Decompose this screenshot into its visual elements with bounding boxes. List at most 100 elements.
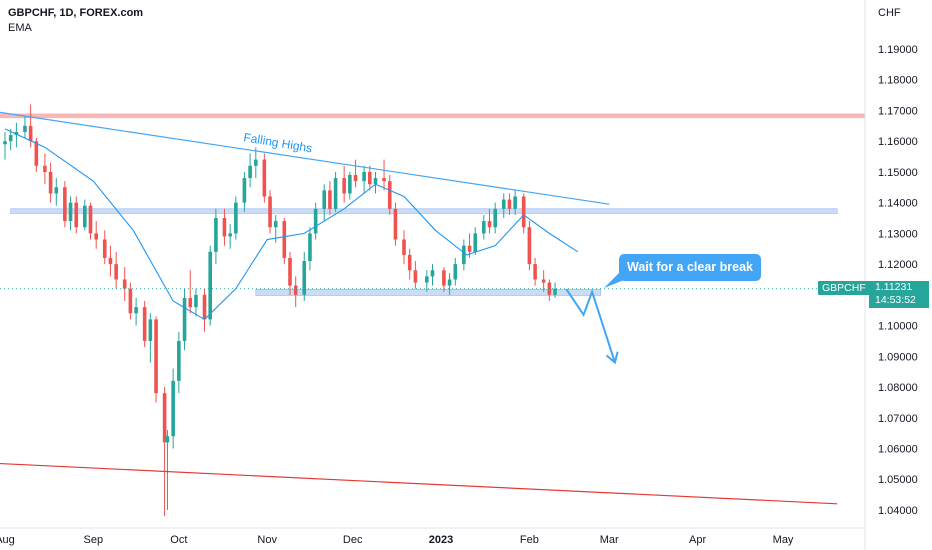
candle-body[interactable] bbox=[348, 174, 352, 194]
candle-body[interactable] bbox=[134, 307, 138, 314]
candle-body[interactable] bbox=[342, 178, 346, 194]
candle-body[interactable] bbox=[282, 221, 287, 258]
candle-body[interactable] bbox=[171, 380, 175, 437]
candle-body[interactable] bbox=[467, 245, 472, 252]
candle-body[interactable] bbox=[94, 233, 98, 240]
candle-body[interactable] bbox=[177, 340, 181, 381]
candle-body[interactable] bbox=[308, 233, 312, 262]
candle-body[interactable] bbox=[194, 294, 198, 308]
candle-body[interactable] bbox=[453, 264, 458, 280]
time-axis[interactable]: Aug Sep Oct Nov Dec 2023 Feb Mar Apr May bbox=[0, 534, 794, 546]
candle-body[interactable] bbox=[165, 436, 170, 443]
candle-body[interactable] bbox=[48, 171, 53, 194]
candle-body[interactable] bbox=[442, 270, 446, 286]
candle-body[interactable] bbox=[513, 196, 517, 209]
price-axis[interactable]: CHF 1.19000 1.18000 1.17000 1.16000 1.15000 1… bbox=[878, 7, 918, 517]
candle-body[interactable] bbox=[402, 239, 406, 255]
callout-note[interactable]: Wait for a clear break bbox=[619, 254, 761, 281]
candle-body[interactable] bbox=[353, 174, 358, 182]
candle-body[interactable] bbox=[208, 251, 212, 320]
candle-body[interactable] bbox=[293, 285, 298, 295]
candle-body[interactable] bbox=[533, 264, 537, 280]
candle-body[interactable] bbox=[553, 288, 557, 295]
candle-body[interactable] bbox=[447, 279, 452, 286]
candle-body[interactable] bbox=[74, 202, 79, 228]
candle-body[interactable] bbox=[382, 178, 386, 182]
candle-body[interactable] bbox=[407, 254, 412, 271]
candle-body[interactable] bbox=[541, 279, 546, 283]
candle-body[interactable] bbox=[254, 159, 258, 166]
candle-body[interactable] bbox=[63, 187, 67, 222]
candle-body[interactable] bbox=[273, 221, 278, 228]
candle-body[interactable] bbox=[14, 131, 19, 136]
candle-body[interactable] bbox=[501, 199, 506, 209]
candle-body[interactable] bbox=[302, 261, 307, 295]
candle-body[interactable] bbox=[328, 190, 332, 209]
candle-body[interactable] bbox=[162, 393, 167, 443]
candle-body[interactable] bbox=[387, 181, 392, 209]
time-tick-label: Oct bbox=[170, 534, 187, 546]
candle-body[interactable] bbox=[148, 319, 153, 341]
candle-body[interactable] bbox=[3, 141, 7, 145]
candle-body[interactable] bbox=[228, 233, 232, 237]
candle-body[interactable] bbox=[425, 276, 429, 283]
candle-body[interactable] bbox=[43, 165, 47, 172]
last-price-tag: 1.11231 14:53:52 bbox=[869, 281, 929, 308]
candle-body[interactable] bbox=[34, 141, 39, 166]
candle-body[interactable] bbox=[202, 294, 207, 320]
symbol-price-tag: GBPCHF bbox=[818, 281, 870, 295]
candle-body[interactable] bbox=[142, 307, 147, 341]
candle-body[interactable] bbox=[154, 319, 158, 394]
candle-body[interactable] bbox=[23, 125, 27, 132]
candle-body[interactable] bbox=[68, 202, 73, 222]
candle-body[interactable] bbox=[234, 202, 238, 234]
candle-body[interactable] bbox=[482, 221, 486, 234]
candle-body[interactable] bbox=[430, 270, 435, 277]
candle-body[interactable] bbox=[368, 171, 372, 185]
candle-body[interactable] bbox=[188, 297, 193, 308]
ema-layer bbox=[0, 128, 865, 321]
indicator-label-ema[interactable]: EMA bbox=[8, 22, 32, 34]
candle-body[interactable] bbox=[322, 190, 326, 209]
candle-body[interactable] bbox=[128, 288, 133, 314]
support-resistance-zone[interactable] bbox=[255, 289, 601, 296]
support-resistance-zone[interactable] bbox=[10, 208, 838, 214]
candle-body[interactable] bbox=[262, 159, 267, 197]
candle-body[interactable] bbox=[102, 239, 107, 258]
candle-body[interactable] bbox=[242, 178, 247, 203]
candle-body[interactable] bbox=[547, 282, 552, 295]
candle-body[interactable] bbox=[473, 233, 478, 252]
candle-body[interactable] bbox=[28, 125, 33, 142]
candle-body[interactable] bbox=[362, 171, 366, 182]
candle-body[interactable] bbox=[507, 199, 512, 209]
candle-body[interactable] bbox=[313, 208, 318, 234]
ema-line[interactable] bbox=[4, 128, 579, 321]
candle-body[interactable] bbox=[493, 208, 497, 228]
candle-body[interactable] bbox=[462, 245, 466, 265]
candle-body[interactable] bbox=[333, 178, 338, 209]
candle-body[interactable] bbox=[521, 196, 526, 228]
candle-body[interactable] bbox=[214, 218, 218, 252]
candle-body[interactable] bbox=[122, 279, 127, 289]
falling-highs-trendline[interactable] bbox=[0, 106, 610, 205]
candle-body[interactable] bbox=[8, 135, 13, 142]
candle-body[interactable] bbox=[413, 270, 418, 283]
candle-body[interactable] bbox=[268, 196, 272, 228]
candle-body[interactable] bbox=[88, 205, 93, 234]
candle-body[interactable] bbox=[83, 205, 87, 228]
candle-body[interactable] bbox=[182, 297, 187, 341]
candle-body[interactable] bbox=[393, 208, 398, 240]
candle-body[interactable] bbox=[54, 187, 59, 194]
candle-body[interactable] bbox=[288, 257, 292, 286]
candle-body[interactable] bbox=[114, 264, 118, 280]
candle-body[interactable] bbox=[108, 257, 113, 265]
candle-body[interactable] bbox=[527, 227, 532, 265]
candle-body[interactable] bbox=[487, 221, 492, 228]
candle-body[interactable] bbox=[248, 165, 252, 179]
candle-body[interactable] bbox=[222, 218, 227, 237]
candle-body[interactable] bbox=[373, 178, 378, 185]
projected-path-arrow[interactable] bbox=[565, 288, 616, 363]
long-term-support-line[interactable] bbox=[0, 461, 838, 505]
resistance-band[interactable] bbox=[0, 113, 865, 119]
